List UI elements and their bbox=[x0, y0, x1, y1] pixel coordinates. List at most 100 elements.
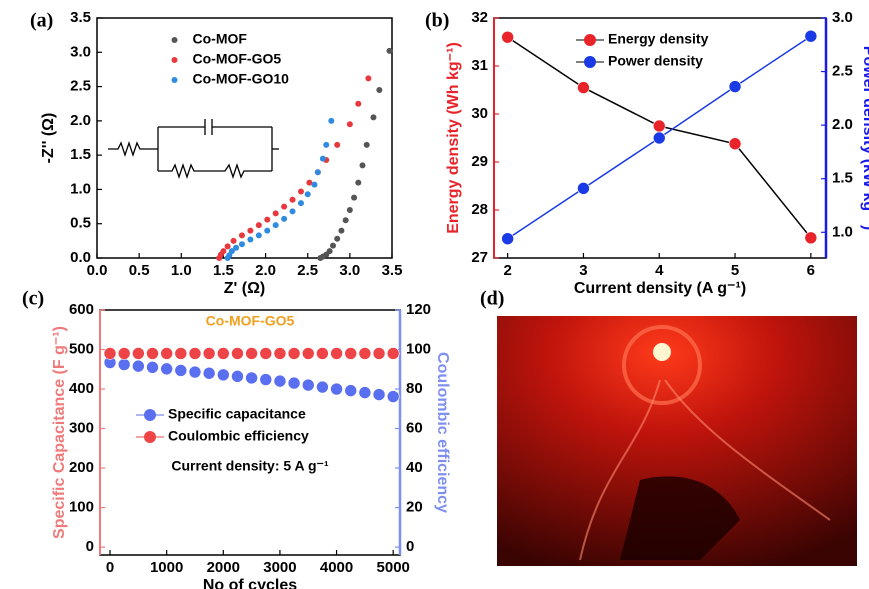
data-point bbox=[577, 81, 590, 94]
data-point bbox=[247, 227, 254, 234]
data-point bbox=[804, 231, 818, 245]
y2-axis-label: Power density (kW kg⁻¹) bbox=[860, 46, 869, 230]
data-point bbox=[330, 242, 336, 249]
circuit bbox=[108, 119, 279, 180]
data-point bbox=[652, 131, 666, 145]
data-point bbox=[228, 248, 235, 255]
y-tick-label: 29 bbox=[471, 153, 488, 170]
data-point bbox=[386, 390, 400, 403]
x-tick-label: 5 bbox=[731, 262, 739, 279]
data-point bbox=[259, 347, 273, 360]
y-tick-label: 32 bbox=[471, 9, 488, 26]
annotation: Co-MOF-GO5 bbox=[206, 313, 295, 329]
data-point bbox=[132, 347, 145, 360]
data-point bbox=[728, 80, 742, 93]
data-point bbox=[804, 29, 818, 43]
panel-label: (c) bbox=[22, 288, 44, 310]
y-tick-label: 400 bbox=[69, 380, 94, 397]
data-point bbox=[272, 210, 279, 217]
x-tick-label: 2000 bbox=[207, 559, 240, 576]
data-point bbox=[330, 347, 343, 360]
x-tick-label: 2.5 bbox=[297, 262, 318, 279]
y-axis-label: -Z'' (Ω) bbox=[40, 113, 57, 164]
data-point bbox=[359, 162, 366, 169]
photo-ring bbox=[622, 325, 702, 405]
data-point bbox=[146, 347, 159, 360]
hand bbox=[620, 476, 740, 560]
data-point bbox=[372, 347, 386, 360]
data-point bbox=[202, 366, 216, 380]
legend-marker bbox=[171, 37, 178, 43]
data-point bbox=[311, 181, 318, 188]
data-point bbox=[319, 155, 326, 162]
y2-tick-label: 2.0 bbox=[832, 116, 853, 133]
data-point bbox=[355, 100, 362, 107]
data-point bbox=[330, 382, 343, 396]
data-point bbox=[117, 358, 131, 371]
x-tick-label: 1000 bbox=[150, 559, 183, 576]
data-point bbox=[297, 188, 304, 195]
y-tick-label: 1.5 bbox=[70, 146, 91, 163]
x-axis-label: No of cycles bbox=[203, 577, 297, 589]
legend-label: Co-MOF-GO5 bbox=[193, 51, 282, 67]
data-point bbox=[231, 347, 244, 360]
y2-tick-label: 60 bbox=[406, 420, 423, 437]
y-tick-label: 1.0 bbox=[70, 180, 91, 197]
data-point bbox=[245, 371, 258, 385]
data-point bbox=[238, 232, 245, 239]
y-tick-label: 100 bbox=[69, 499, 94, 516]
data-point bbox=[316, 380, 329, 394]
data-point bbox=[188, 365, 202, 379]
data-point bbox=[297, 200, 304, 207]
x-tick-label: 3000 bbox=[263, 559, 296, 576]
legend-label: Specific capacitance bbox=[168, 406, 306, 422]
data-point bbox=[287, 376, 301, 390]
y-tick-label: 28 bbox=[471, 201, 488, 218]
y2-tick-label: 20 bbox=[406, 499, 423, 516]
data-point bbox=[289, 208, 296, 215]
x-tick-label: 5000 bbox=[377, 559, 410, 576]
annotation: Current density: 5 A g⁻¹ bbox=[171, 458, 329, 474]
data-point bbox=[501, 232, 514, 246]
panel-label: (b) bbox=[425, 10, 449, 32]
x-tick-label: 6 bbox=[807, 262, 815, 279]
data-point bbox=[281, 203, 288, 210]
data-point bbox=[501, 30, 514, 44]
panel-label: (a) bbox=[30, 10, 53, 32]
data-point bbox=[370, 114, 377, 121]
data-point bbox=[103, 347, 117, 360]
led bbox=[653, 343, 671, 361]
data-point bbox=[202, 347, 216, 360]
data-point bbox=[216, 368, 230, 382]
data-point bbox=[326, 248, 333, 255]
y-tick-label: 0.0 bbox=[70, 249, 91, 266]
data-point bbox=[316, 347, 329, 360]
data-point bbox=[160, 362, 173, 376]
data-point bbox=[146, 360, 159, 374]
data-point bbox=[355, 179, 362, 186]
x-tick-label: 0.5 bbox=[129, 262, 150, 279]
data-point bbox=[346, 121, 353, 128]
data-point bbox=[160, 347, 173, 360]
data-point bbox=[386, 347, 400, 360]
data-point bbox=[314, 169, 321, 176]
data-point bbox=[577, 182, 590, 195]
y2-tick-label: 40 bbox=[406, 459, 423, 476]
y2-tick-label: 0 bbox=[406, 538, 414, 555]
data-point bbox=[376, 87, 383, 93]
y-tick-label: 30 bbox=[471, 105, 488, 122]
y2-tick-label: 120 bbox=[406, 301, 431, 318]
y-tick-label: 2.5 bbox=[70, 78, 91, 95]
data-point bbox=[174, 364, 188, 377]
data-point bbox=[306, 179, 313, 186]
y-tick-label: 0 bbox=[86, 538, 94, 555]
y2-tick-label: 1.5 bbox=[832, 170, 853, 187]
data-point bbox=[273, 374, 287, 388]
legend-label: Coulombic efficiency bbox=[168, 428, 309, 444]
data-point bbox=[372, 388, 386, 401]
y2-tick-label: 3.0 bbox=[832, 9, 853, 26]
data-point bbox=[351, 194, 358, 201]
y-tick-label: 31 bbox=[471, 57, 488, 74]
data-point bbox=[117, 347, 131, 360]
